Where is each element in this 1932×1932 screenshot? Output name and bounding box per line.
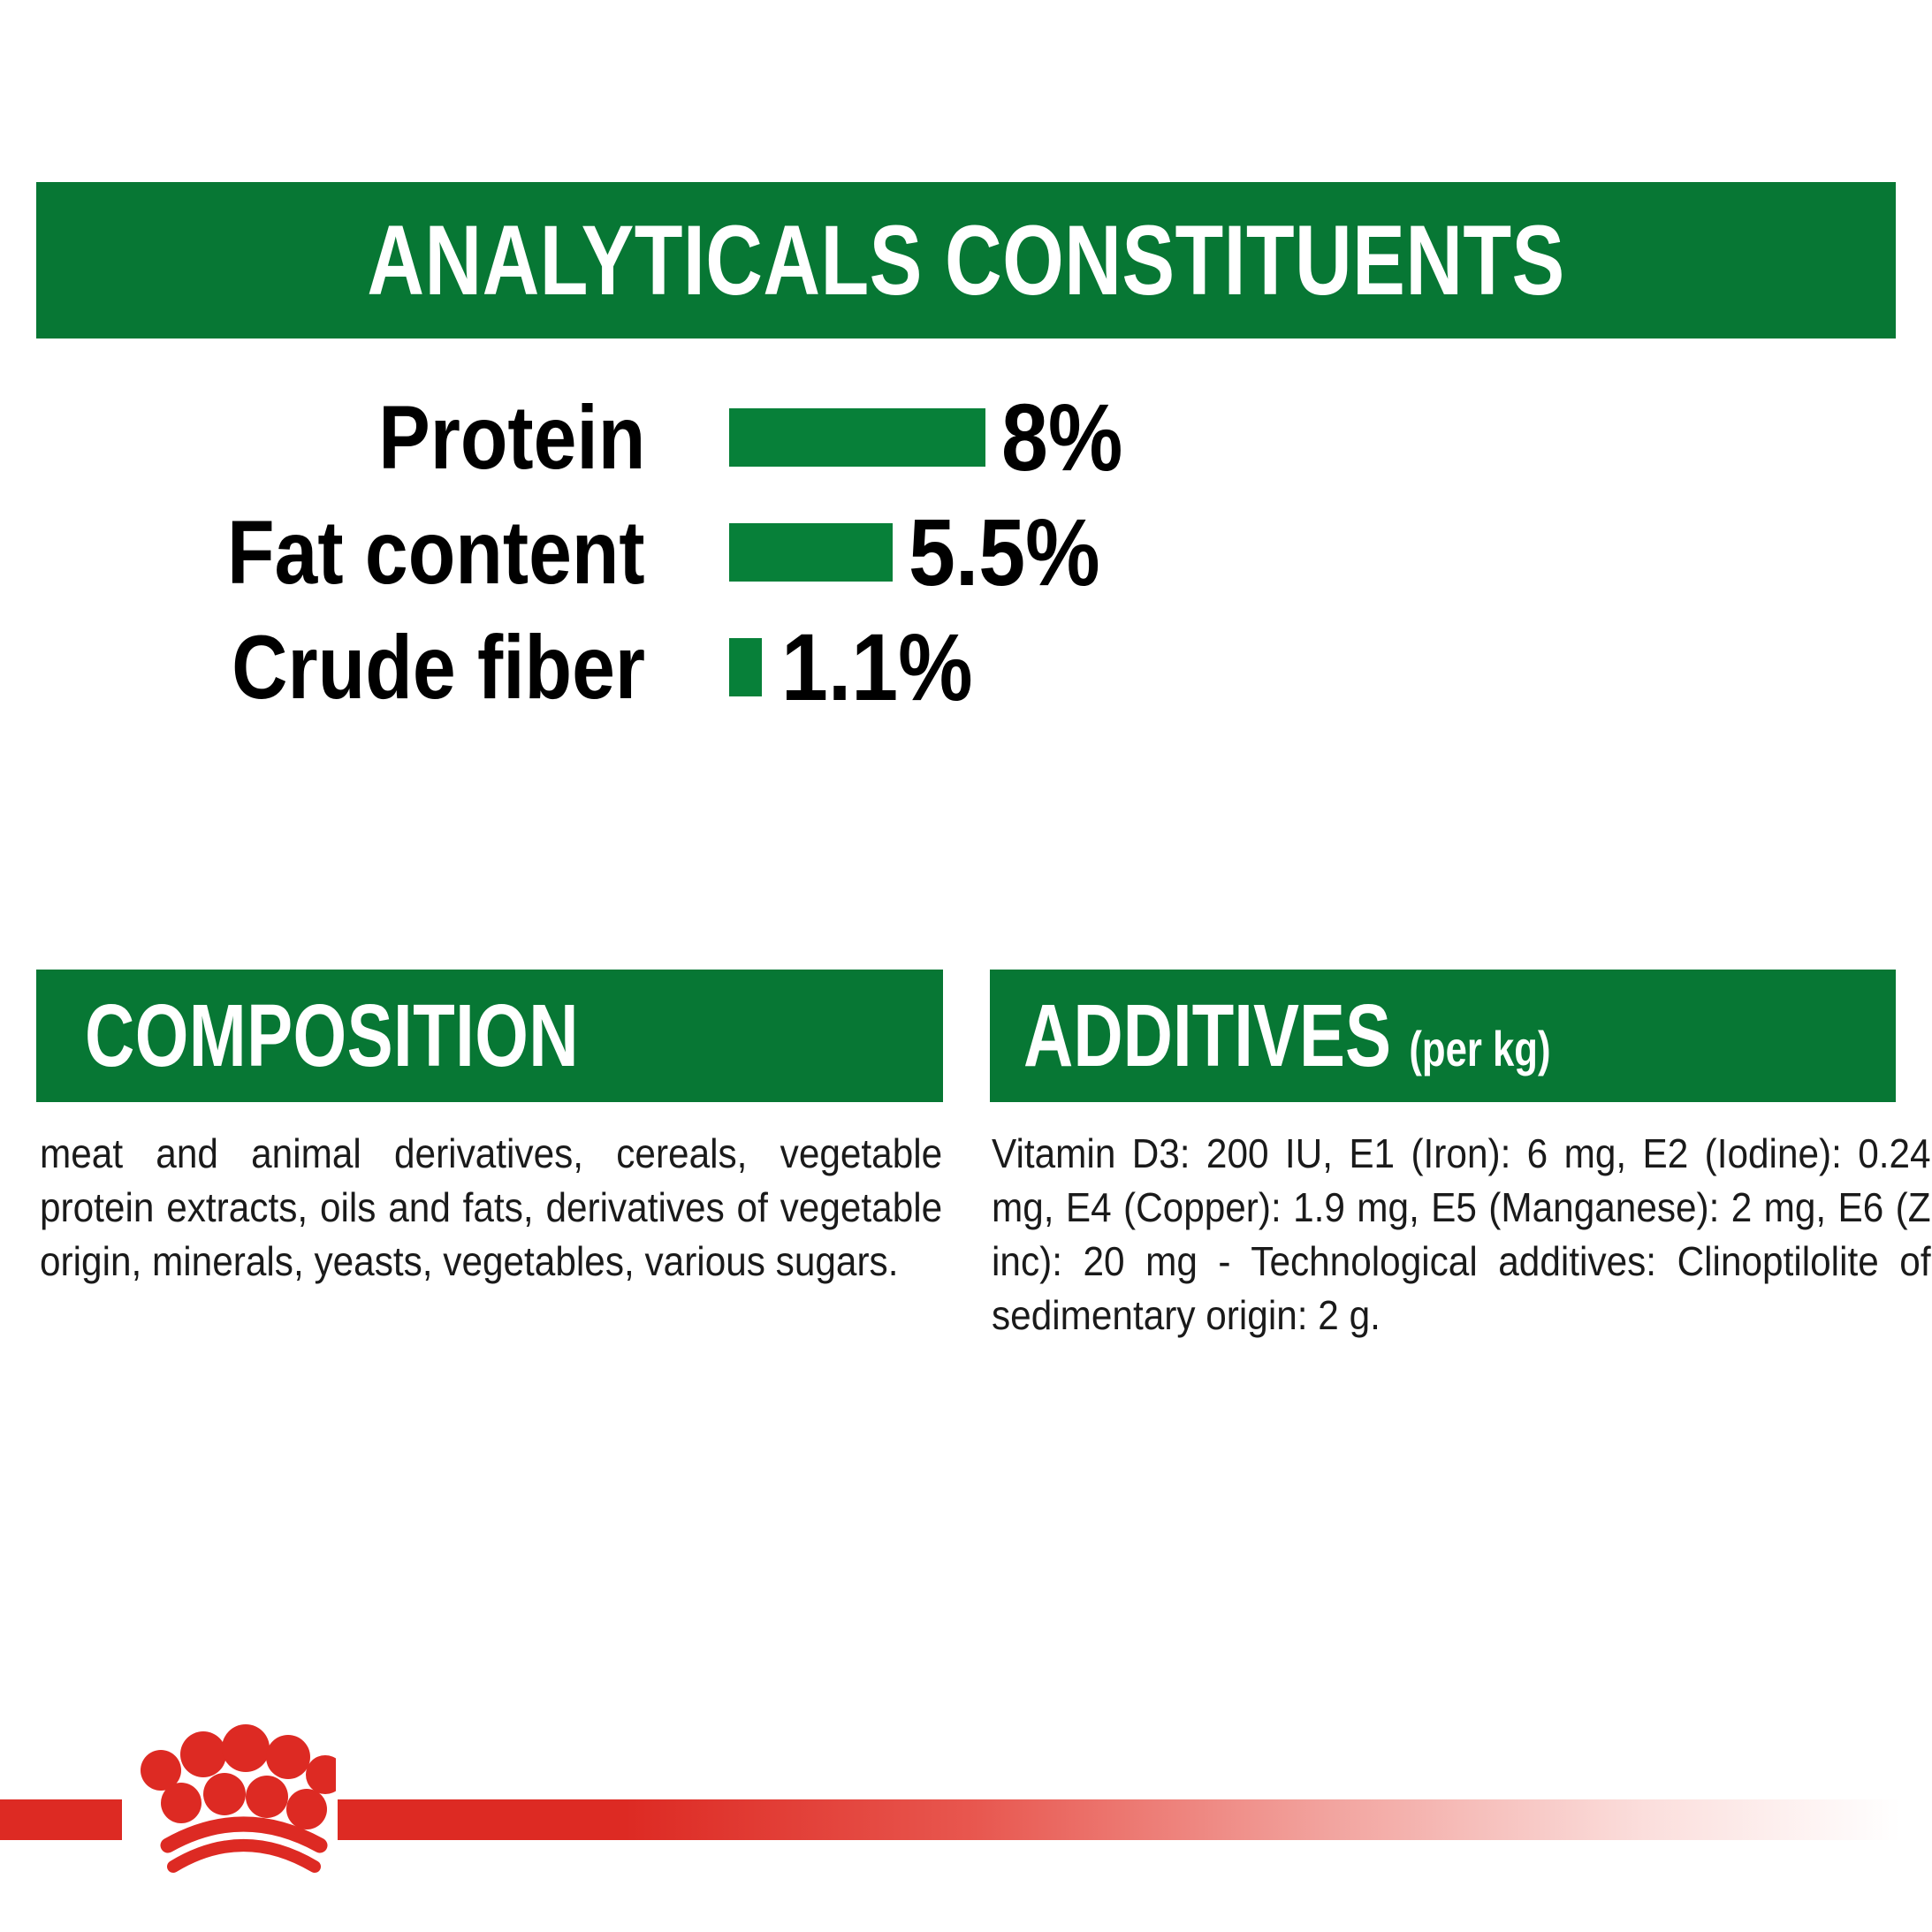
footer-rule-left xyxy=(0,1799,122,1840)
constituent-label-crude-fiber: Crude fiber xyxy=(232,617,645,718)
constituent-value-fat-content: 5.5% xyxy=(909,498,1100,605)
constituent-label-fat-content: Fat content xyxy=(227,502,645,603)
constituent-row: Protein 8% xyxy=(0,380,1932,495)
constituent-row: Crude fiber 1.1% xyxy=(0,610,1932,725)
analytical-constituents-chart: Protein 8% Fat content 5.5% Crude fiber … xyxy=(0,380,1932,725)
constituent-row: Fat content 5.5% xyxy=(0,495,1932,610)
additives-title-row: ADDITIVES (per kg) xyxy=(1023,992,1551,1080)
composition-banner: COMPOSITION xyxy=(36,970,943,1102)
constituent-value-crude-fiber: 1.1% xyxy=(781,613,973,720)
composition-title: COMPOSITION xyxy=(85,986,579,1085)
constituent-label-protein: Protein xyxy=(377,387,645,488)
constituent-bar-crude-fiber xyxy=(729,638,762,696)
additives-title-suffix: (per kg) xyxy=(1409,1021,1551,1076)
additives-title: ADDITIVES xyxy=(1023,986,1392,1085)
additives-banner: ADDITIVES (per kg) xyxy=(990,970,1896,1102)
constituent-value-protein: 8% xyxy=(1001,384,1123,491)
footer xyxy=(0,1715,1932,1932)
royal-canin-crown-icon xyxy=(141,1724,336,1873)
additives-body-text: Vitamin D3: 200 IU, E1 (Iron): 6 mg, E2 … xyxy=(992,1130,1931,1338)
composition-body-text: meat and animal derivatives, cereals, ve… xyxy=(40,1130,943,1284)
constituent-bar-fat-content xyxy=(729,523,893,582)
analyticals-constituents-banner: ANALYTICALS CONSTITUENTS xyxy=(36,182,1896,338)
footer-rule-right xyxy=(338,1799,1932,1840)
constituent-bar-protein xyxy=(729,408,985,467)
analyticals-constituents-title: ANALYTICALS CONSTITUENTS xyxy=(367,204,1565,316)
